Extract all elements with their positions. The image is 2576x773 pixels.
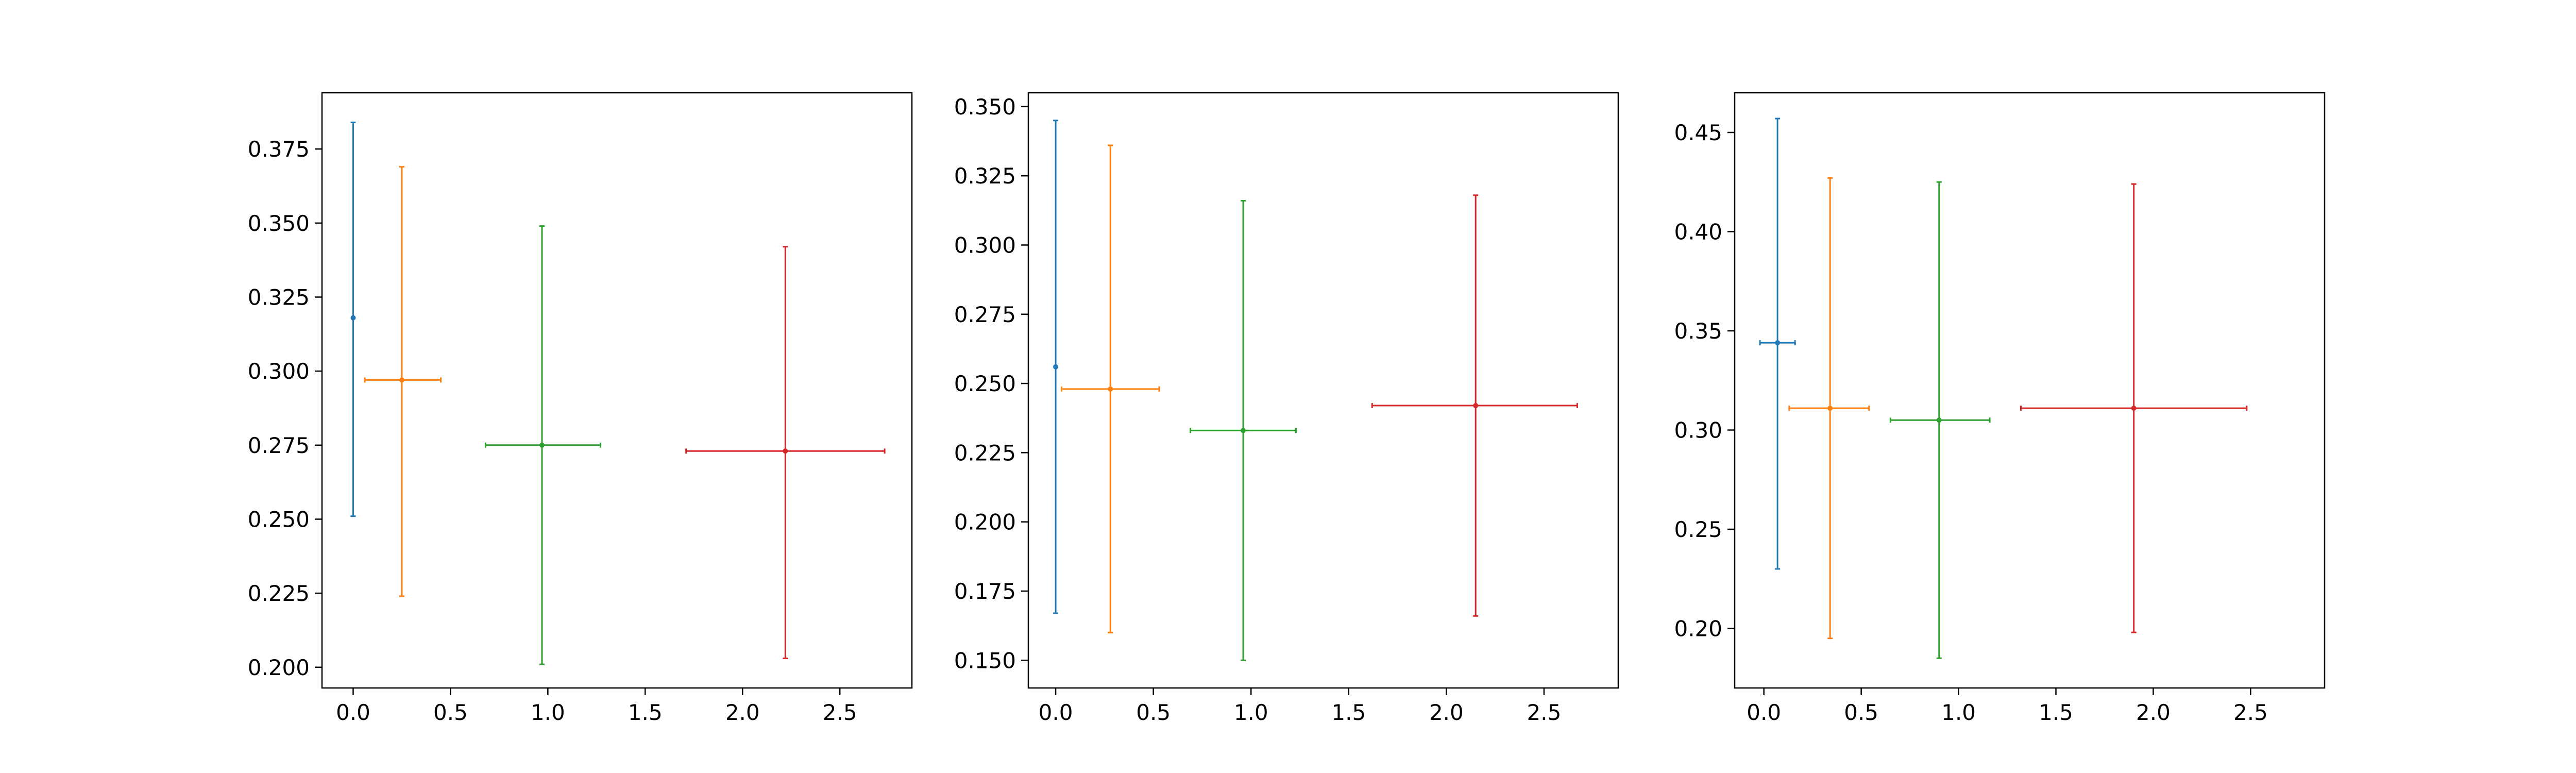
x-tick-label: 1.0	[1941, 700, 1976, 725]
y-tick-label: 0.325	[248, 284, 310, 310]
y-tick-label: 0.225	[954, 440, 1016, 465]
x-tick-label: 0.0	[1039, 700, 1073, 725]
y-tick-label: 0.25	[1674, 517, 1722, 542]
data-point	[783, 448, 788, 454]
y-tick-label: 0.375	[248, 137, 310, 162]
plot-frame	[1734, 92, 2326, 689]
x-tick-label: 2.5	[2233, 700, 2268, 725]
y-tick-label: 0.150	[954, 648, 1016, 673]
y-tick-label: 0.35	[1674, 318, 1722, 344]
y-tick-label: 0.250	[954, 371, 1016, 396]
y-tick-label: 0.20	[1674, 616, 1722, 642]
x-tick-label: 1.5	[628, 700, 663, 725]
y-tick-label: 0.45	[1674, 120, 1722, 145]
x-tick-label: 1.5	[2039, 700, 2073, 725]
data-point	[350, 315, 356, 321]
x-tick-label: 1.0	[531, 700, 565, 725]
data-point	[1108, 386, 1113, 392]
x-tick-label: 2.5	[1527, 700, 1562, 725]
y-tick-label: 0.40	[1674, 220, 1722, 245]
data-point	[1053, 364, 1059, 369]
data-point	[399, 377, 404, 383]
data-point	[1936, 417, 1942, 423]
y-tick-label: 0.250	[248, 507, 310, 532]
x-tick-label: 0.5	[1136, 700, 1171, 725]
y-tick-label: 0.30	[1674, 418, 1722, 443]
plot-frame	[321, 92, 913, 689]
data-point	[539, 442, 545, 448]
data-point	[2131, 406, 2137, 411]
y-tick-label: 0.325	[954, 163, 1016, 189]
x-tick-label: 2.0	[1429, 700, 1464, 725]
x-tick-label: 0.0	[336, 700, 370, 725]
subplot-2: 0.0 0.5 1.0 1.5 2.0 2.5 0.150 0.175 0.200 0.225 0.…	[954, 92, 1619, 725]
y-tick-label: 0.275	[248, 433, 310, 458]
y-tick-label: 0.225	[248, 581, 310, 606]
x-tick-label: 1.0	[1234, 700, 1268, 725]
x-tick-label: 0.0	[1747, 700, 1781, 725]
data-point	[1473, 403, 1479, 409]
x-tick-label: 1.5	[1331, 700, 1366, 725]
x-tick-label: 2.0	[2136, 700, 2171, 725]
y-tick-label: 0.200	[248, 655, 310, 680]
x-tick-label: 2.5	[823, 700, 857, 725]
y-tick-label: 0.300	[954, 232, 1016, 258]
data-point	[1775, 340, 1781, 346]
subplot-3: 0.0 0.5 1.0 1.5 2.0 2.5 0.20 0.25 0.30 0.35 0.40 0.…	[1674, 92, 2326, 725]
data-point	[1241, 428, 1246, 433]
y-tick-label: 0.275	[954, 302, 1016, 327]
y-tick-label: 0.300	[248, 359, 310, 384]
y-tick-label: 0.350	[954, 94, 1016, 120]
y-tick-label: 0.200	[954, 510, 1016, 535]
y-tick-label: 0.350	[248, 211, 310, 236]
x-tick-label: 0.5	[1844, 700, 1878, 725]
subplot-1: 0.0 0.5 1.0 1.5 2.0 2.5 0.200 0.225 0.250 0.275 0.…	[248, 92, 913, 725]
y-tick-label: 0.175	[954, 579, 1016, 604]
plot-frame	[1027, 92, 1619, 689]
x-tick-label: 2.0	[725, 700, 760, 725]
data-point	[1827, 406, 1833, 411]
x-tick-label: 0.5	[433, 700, 468, 725]
